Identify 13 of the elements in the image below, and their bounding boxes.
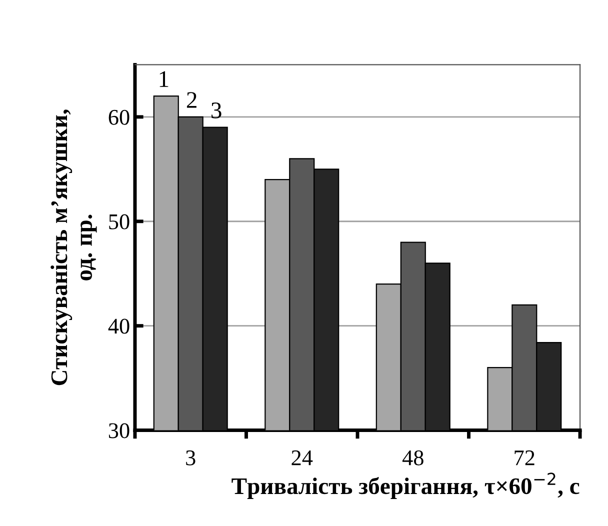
x-tick-label: 24	[292, 450, 313, 466]
y-tick-label: 60	[108, 110, 130, 125]
x-axis-title: Тривалість зберігання, τ×60$^{−2}$, с	[232, 472, 580, 499]
x-tick-label: 3	[186, 450, 196, 466]
x-tick-label: 72	[514, 450, 534, 466]
series-label: 2	[186, 92, 196, 108]
series-label: 3	[212, 102, 222, 118]
y-axis-title: Стискуваність м’якушки, од. пр.	[50, 110, 97, 386]
y-tick-label: 50	[109, 214, 130, 230]
x-tick-label: 48	[402, 450, 424, 466]
series-label: 1	[160, 71, 168, 87]
y-tick-label: 30	[108, 423, 130, 438]
y-tick-label: 40	[108, 318, 130, 334]
